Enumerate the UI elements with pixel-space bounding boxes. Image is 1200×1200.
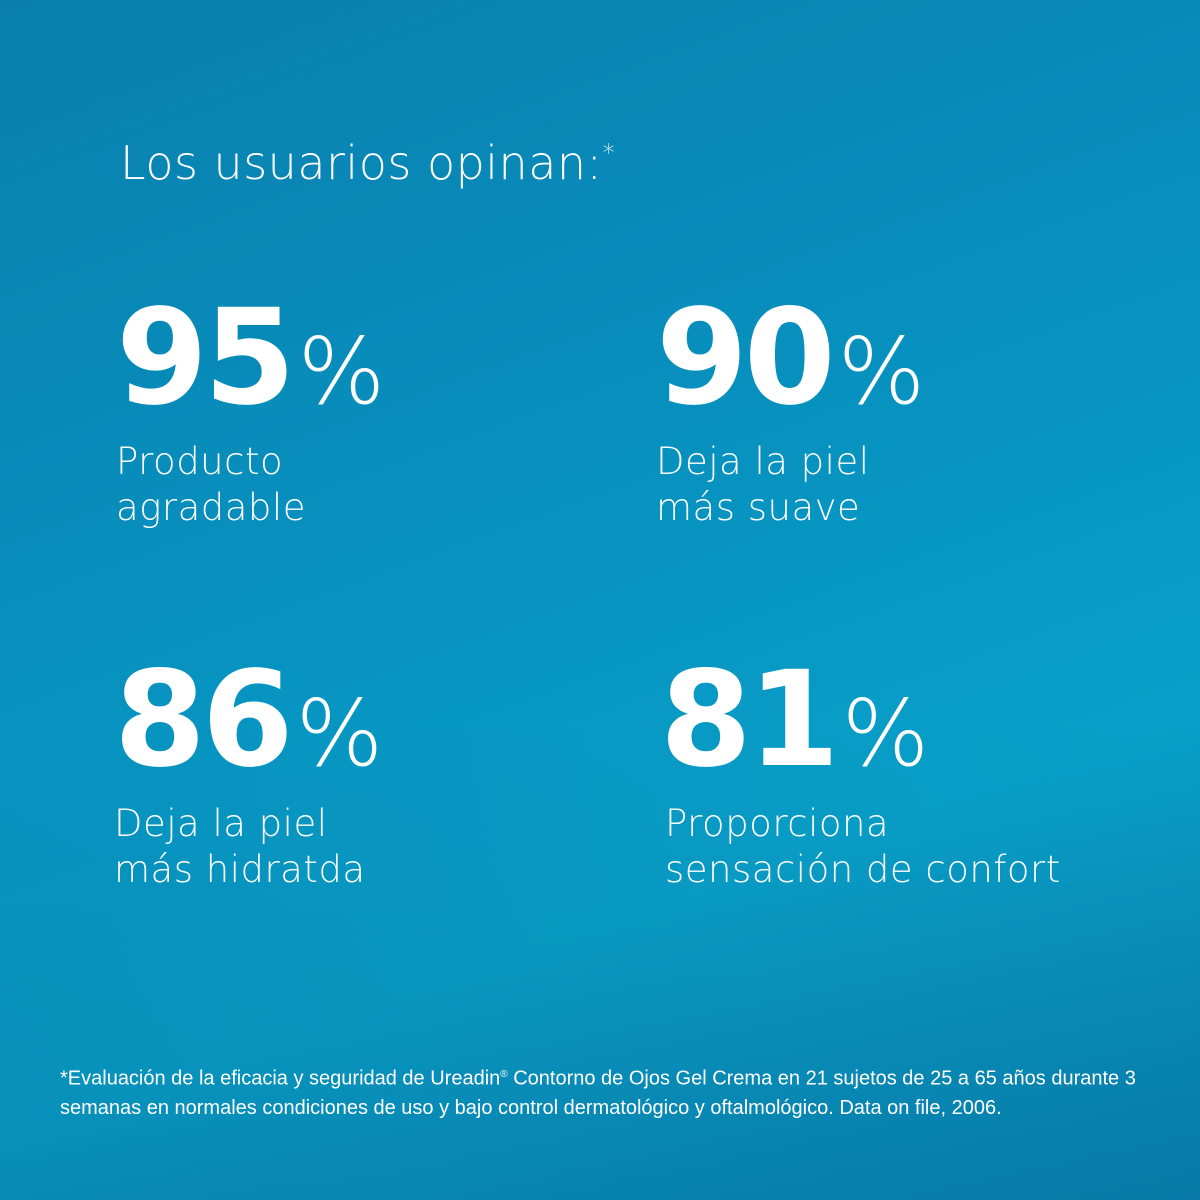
stat-unit: %	[297, 318, 386, 425]
stat-value: 95	[116, 281, 296, 435]
footnote: *Evaluación de la eficacia y seguridad d…	[60, 1060, 1160, 1123]
stat-block: 86% Deja la piel más hidratda	[114, 643, 384, 893]
stat-label-line: más hidratda	[114, 848, 366, 891]
footnote-marker: *	[602, 139, 616, 167]
stat-block: 95% Producto agradable	[116, 281, 386, 531]
stat-label-line: Deja la piel	[656, 440, 870, 483]
stat-unit: %	[295, 680, 384, 787]
stat-label-line: más suave	[656, 486, 861, 529]
stat-label-line: Proporciona	[665, 802, 890, 845]
stat-label: Producto agradable	[116, 439, 385, 531]
page-title: Los usuarios opinan:*	[120, 136, 615, 190]
stat-value: 90	[656, 281, 836, 435]
stat-label: Proporciona sensación de confort	[665, 801, 1061, 893]
stat-block: 90% Deja la piel más suave	[656, 281, 926, 531]
stat-unit: %	[837, 318, 926, 425]
footnote-text: *Evaluación de la eficacia y seguridad d…	[60, 1067, 501, 1090]
stat-value: 81	[660, 643, 840, 797]
stat-unit: %	[841, 680, 930, 787]
stat-block: 81% Proporciona sensación de confort	[660, 643, 1061, 893]
stat-label-line: agradable	[116, 486, 306, 529]
title-text: Los usuarios opinan:	[120, 136, 603, 190]
stat-label-line: sensación de confort	[665, 848, 1061, 891]
stat-label-line: Deja la piel	[114, 802, 328, 845]
stat-value: 86	[114, 643, 294, 797]
footnote-text: Contorno de Ojos Gel Crema en 21 sujetos…	[60, 1067, 1136, 1119]
stat-label: Deja la piel más suave	[656, 439, 925, 531]
stat-label-line: Producto	[116, 440, 284, 483]
registered-mark: ®	[500, 1069, 508, 1080]
stat-label: Deja la piel más hidratda	[114, 801, 383, 893]
